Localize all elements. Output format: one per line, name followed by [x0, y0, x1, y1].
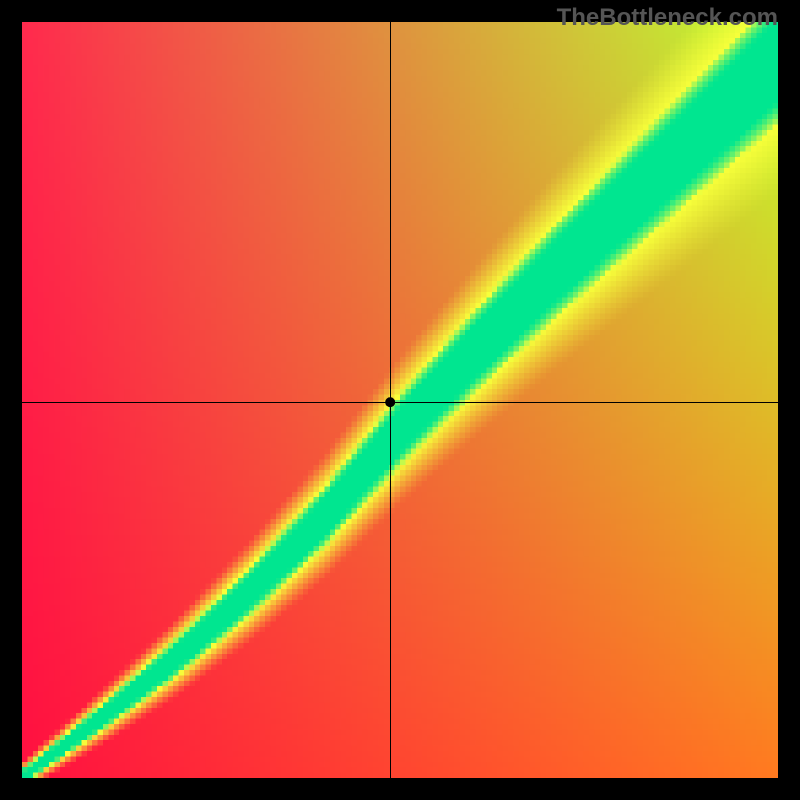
- crosshair-overlay: [22, 22, 778, 778]
- chart-container: TheBottleneck.com: [0, 0, 800, 800]
- watermark-text: TheBottleneck.com: [557, 4, 778, 32]
